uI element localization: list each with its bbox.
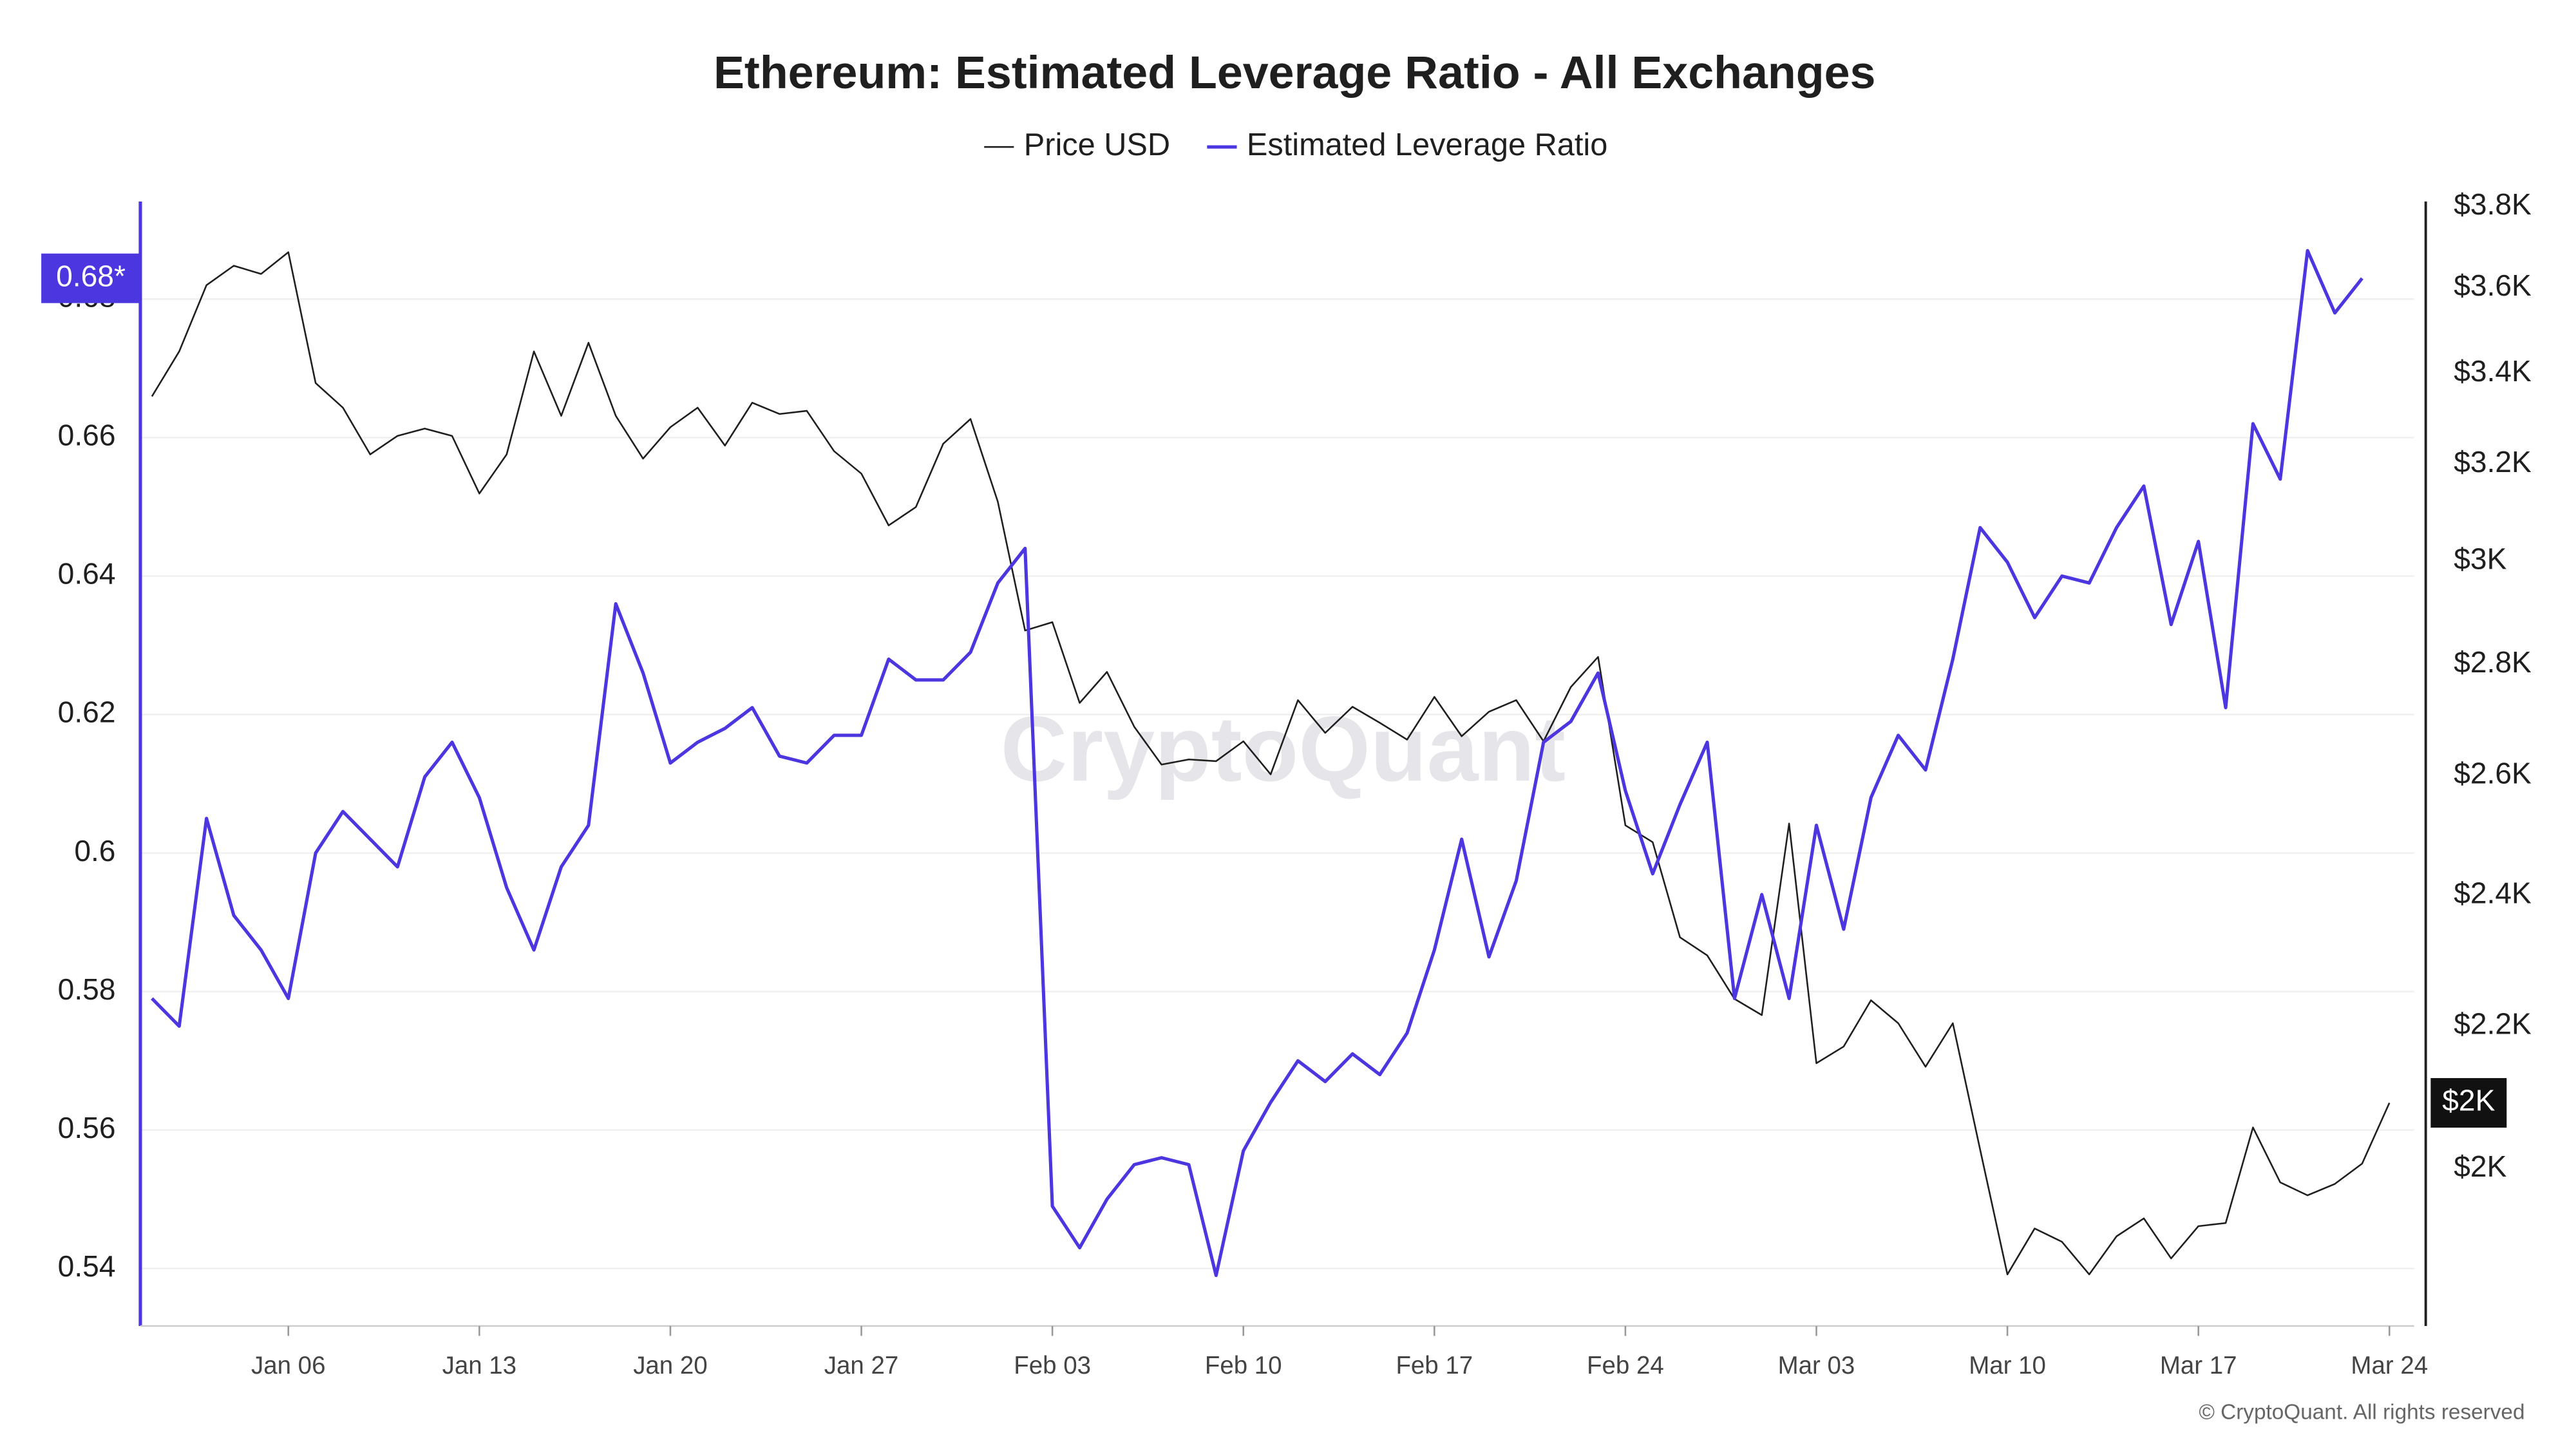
- legend-label: Price USD: [1024, 128, 1170, 162]
- y2-tick-label: $2.6K: [2454, 756, 2532, 790]
- y2-tick-label: $2.4K: [2454, 876, 2532, 910]
- y-tick-label: 0.56: [58, 1111, 116, 1144]
- current-value-label: $2K: [2442, 1084, 2495, 1117]
- x-tick-label: Mar 10: [1969, 1352, 2046, 1379]
- y-tick-label: 0.54: [58, 1249, 116, 1283]
- y-tick-label: 0.62: [58, 696, 116, 729]
- x-tick-label: Feb 24: [1587, 1352, 1664, 1379]
- chart-title: Ethereum: Estimated Leverage Ratio - All…: [714, 47, 1875, 99]
- x-tick-label: Mar 24: [2351, 1352, 2428, 1379]
- x-tick-label: Feb 17: [1396, 1352, 1473, 1379]
- legend-label: Estimated Leverage Ratio: [1247, 128, 1607, 162]
- y2-tick-label: $2.2K: [2454, 1007, 2532, 1040]
- y2-tick-label: $2.8K: [2454, 645, 2532, 679]
- y2-tick-label: $3.6K: [2454, 269, 2532, 302]
- current-value-box: [41, 253, 140, 303]
- x-tick-label: Feb 10: [1205, 1352, 1282, 1379]
- x-tick-label: Jan 20: [633, 1352, 707, 1379]
- x-tick-label: Jan 06: [251, 1352, 325, 1379]
- x-tick-label: Feb 03: [1014, 1352, 1091, 1379]
- series-line: [151, 249, 2363, 1278]
- x-tick-label: Jan 27: [824, 1352, 898, 1379]
- current-value-box: [2430, 1078, 2507, 1128]
- y-tick-label: 0.64: [58, 557, 116, 591]
- y-tick-label: 0.66: [58, 419, 116, 452]
- x-tick-label: Jan 13: [442, 1352, 516, 1379]
- y2-tick-label: $2K: [2454, 1150, 2506, 1183]
- y2-tick-label: $3.8K: [2454, 187, 2532, 221]
- y2-tick-label: $3.4K: [2454, 354, 2532, 388]
- x-tick-label: Mar 17: [2160, 1352, 2237, 1379]
- watermark: CryptoQuant: [1001, 697, 1566, 800]
- footer: © CryptoQuant. All rights reserved: [2199, 1401, 2524, 1425]
- y2-tick-label: $3K: [2454, 542, 2506, 575]
- x-tick-label: Mar 03: [1778, 1352, 1855, 1379]
- y2-tick-label: $3.2K: [2454, 445, 2532, 478]
- y-tick-label: 0.58: [58, 972, 116, 1006]
- current-value-label: 0.68*: [56, 259, 126, 292]
- series-line: [151, 251, 2391, 1276]
- y-tick-label: 0.6: [74, 834, 115, 867]
